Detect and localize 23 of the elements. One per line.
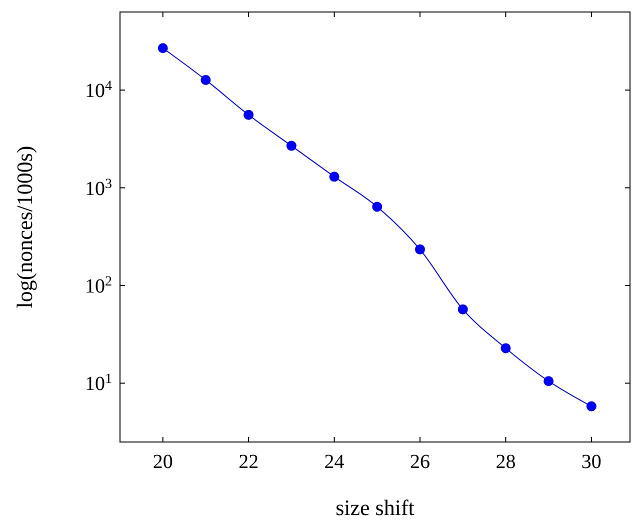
point xyxy=(200,74,211,85)
y-tick-label: 10$^{1}$ xyxy=(85,372,112,396)
point xyxy=(329,172,340,182)
x-tick-label: 24 xyxy=(324,451,344,473)
point xyxy=(544,376,554,386)
point xyxy=(244,110,254,120)
y-tick-label: 10$^{4}$ xyxy=(85,78,112,102)
x-tick-label: 30 xyxy=(581,451,602,473)
x-axis-title: size shift xyxy=(336,495,414,520)
point xyxy=(158,43,168,54)
x-tick-label: 20 xyxy=(152,451,173,473)
y-tick-label: 10$^{2}$ xyxy=(85,274,112,298)
y-axis-title: log(nonces/1000s) xyxy=(12,146,37,308)
point xyxy=(372,202,382,212)
point xyxy=(500,343,511,354)
x-tick-label: 28 xyxy=(496,451,516,473)
point xyxy=(586,401,596,412)
point xyxy=(458,304,468,314)
point xyxy=(286,140,296,151)
y-tick-label: 10$^{3}$ xyxy=(85,176,112,200)
point xyxy=(415,244,425,254)
x-tick-label: 26 xyxy=(410,451,430,473)
x-tick-label: 22 xyxy=(238,451,259,473)
